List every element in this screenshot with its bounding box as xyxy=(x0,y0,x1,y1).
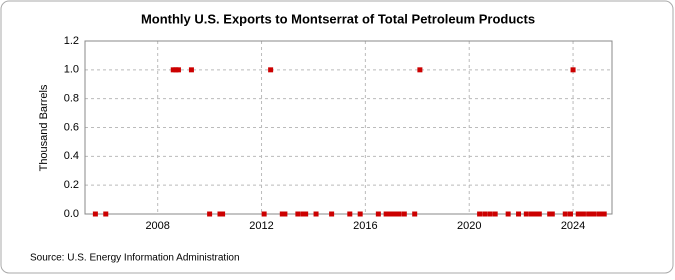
point xyxy=(217,211,223,217)
point xyxy=(279,211,285,217)
point xyxy=(103,211,109,217)
point xyxy=(329,211,335,217)
point xyxy=(383,211,389,217)
point xyxy=(534,211,540,217)
point xyxy=(313,211,319,217)
x-tick-label: 2012 xyxy=(249,220,273,232)
y-tick-label: 0.4 xyxy=(64,150,79,162)
point xyxy=(487,211,493,217)
point xyxy=(588,211,594,217)
point xyxy=(477,211,483,217)
point xyxy=(188,67,194,73)
y-axis-label: Thousand Barrels xyxy=(38,84,50,171)
point xyxy=(300,211,306,217)
x-tick-label: 2024 xyxy=(561,220,585,232)
point xyxy=(391,211,397,217)
point xyxy=(562,211,568,217)
y-tick-label: 1.0 xyxy=(64,64,79,76)
point xyxy=(401,211,407,217)
point xyxy=(412,211,418,217)
point xyxy=(516,211,522,217)
point xyxy=(207,211,213,217)
point xyxy=(523,211,529,217)
point xyxy=(531,211,537,217)
point xyxy=(492,211,498,217)
point xyxy=(596,211,602,217)
y-tick-label: 0.8 xyxy=(64,93,79,105)
point xyxy=(375,211,381,217)
x-tick-label: 2008 xyxy=(145,220,169,232)
point xyxy=(173,67,179,73)
point xyxy=(570,67,576,73)
point xyxy=(175,67,181,73)
point xyxy=(303,211,309,217)
point xyxy=(394,211,400,217)
point xyxy=(388,211,394,217)
point xyxy=(601,211,607,217)
y-tick-label: 1.2 xyxy=(64,35,79,47)
point xyxy=(580,211,586,217)
point xyxy=(482,211,488,217)
point xyxy=(586,211,592,217)
point xyxy=(268,67,274,73)
point xyxy=(505,211,511,217)
point xyxy=(170,67,176,73)
point xyxy=(386,211,392,217)
point xyxy=(282,211,288,217)
y-tick-label: 0.6 xyxy=(64,121,79,133)
y-tick-label: 0.2 xyxy=(64,179,79,191)
point xyxy=(575,211,581,217)
point xyxy=(92,211,98,217)
point xyxy=(261,211,267,217)
point xyxy=(591,211,597,217)
x-tick-label: 2020 xyxy=(457,220,481,232)
point xyxy=(417,67,423,73)
chart-title: Monthly U.S. Exports to Montserrat of To… xyxy=(141,11,535,26)
point xyxy=(357,211,363,217)
point xyxy=(396,211,402,217)
point xyxy=(547,211,553,217)
frame xyxy=(0,0,674,274)
x-tick-label: 2016 xyxy=(353,220,377,232)
point xyxy=(599,211,605,217)
point xyxy=(549,211,555,217)
point xyxy=(295,211,301,217)
point xyxy=(347,211,353,217)
point xyxy=(578,211,584,217)
point xyxy=(220,211,226,217)
point xyxy=(536,211,542,217)
point xyxy=(567,211,573,217)
y-tick-label: 0.0 xyxy=(64,208,79,220)
source: Source: U.S. Energy Information Administ… xyxy=(30,253,240,264)
point xyxy=(529,211,535,217)
